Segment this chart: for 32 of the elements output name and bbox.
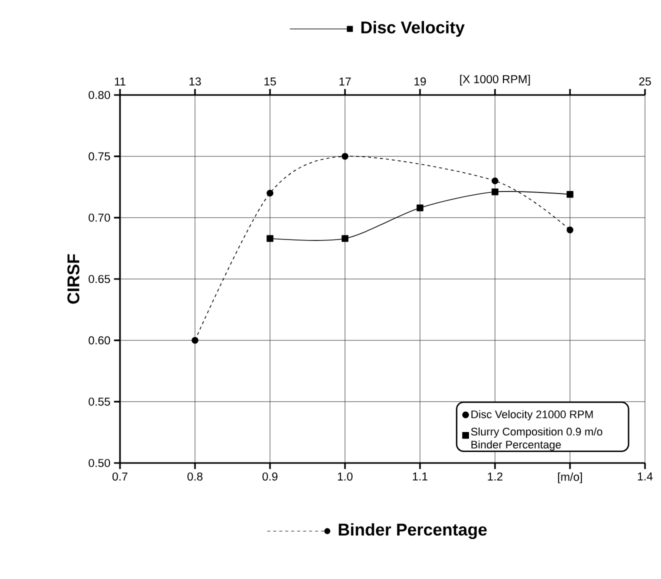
x-tick-label: 1.4 <box>638 472 653 480</box>
point <box>492 177 498 184</box>
x-tick-label: 0.7 <box>112 472 128 481</box>
y-tick-label: 0.55 <box>88 398 110 406</box>
y-tick-label: 0.80 <box>88 90 110 100</box>
legend-label: Disc Velocity 21000 RPM <box>471 410 593 420</box>
point <box>566 226 574 234</box>
x2-tick-label: 25 <box>639 77 651 86</box>
x-tick-label: 1.0 <box>338 472 353 481</box>
y-tick-label: 0.50 <box>88 458 110 468</box>
x2-tick-label: 13 <box>190 77 201 86</box>
x2-tick-label: [X 1000 RPM] <box>460 74 530 86</box>
y-tick-label: 0.60 <box>88 336 110 344</box>
x2-tick-label: 19 <box>414 77 426 86</box>
point <box>192 336 198 344</box>
x-tick-label: 0.8 <box>187 472 202 481</box>
point <box>266 190 274 197</box>
x2-tick-label: 17 <box>340 78 351 86</box>
x2-tick-label: 11 <box>114 78 126 86</box>
point <box>342 152 348 160</box>
x-tick-label: 1.2 <box>488 472 502 480</box>
y-tick-label: 0.70 <box>88 214 110 222</box>
y-tick-label: 0.75 <box>88 152 110 160</box>
x-tick-label: 1.1 <box>412 472 428 480</box>
x2-tick-label: 15 <box>264 78 276 86</box>
x-tick-label: 0.9 <box>262 472 278 481</box>
x-tick-label: [m/o] <box>558 472 582 484</box>
y-tick-label: 0.65 <box>88 274 110 284</box>
y-axis-title: CIRSF <box>67 254 80 304</box>
legend-label: Slurry Composition 0.9 m/o Binder Percentage <box>471 427 602 451</box>
x-axis-title: Binder Percentage <box>338 523 487 540</box>
x2-axis-title: Disc Velocity <box>361 21 465 37</box>
